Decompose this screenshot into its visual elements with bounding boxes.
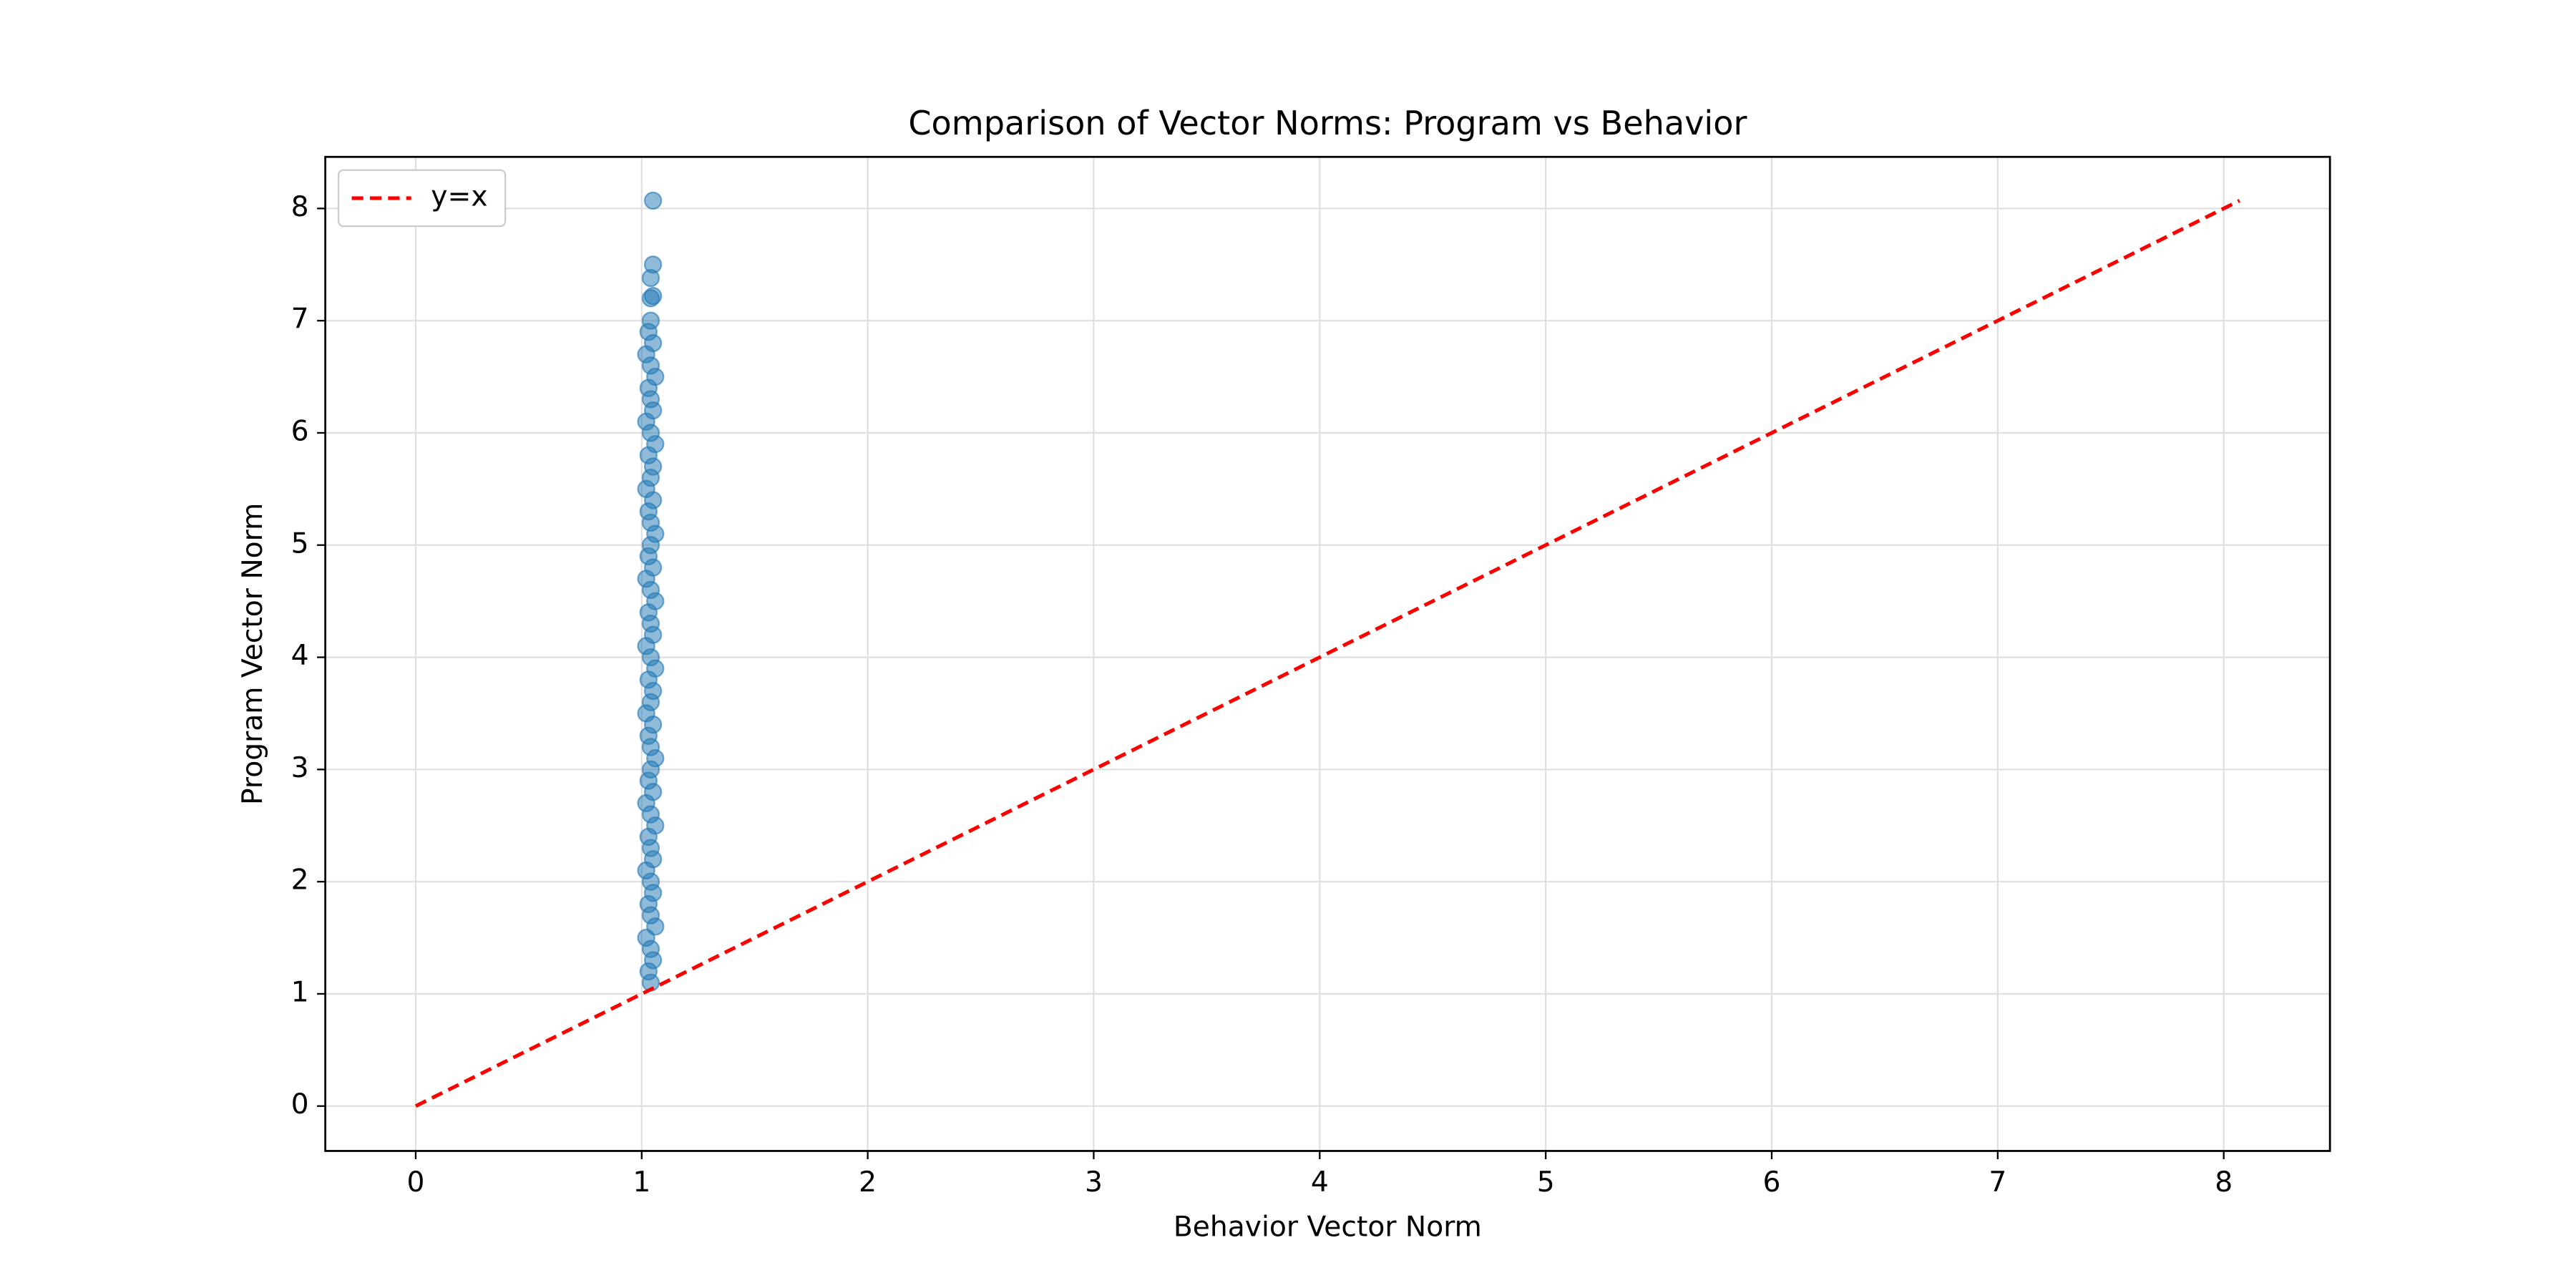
x-tick-label: 0	[406, 1166, 424, 1199]
x-tick-label: 1	[633, 1166, 650, 1199]
x-tick-label: 2	[859, 1166, 877, 1199]
x-tick-label: 3	[1085, 1166, 1103, 1199]
y-tick-label: 4	[291, 640, 309, 672]
scatter-point	[643, 191, 663, 210]
y-tick-label: 3	[291, 752, 309, 784]
y-tick-label: 5	[291, 527, 309, 560]
scatter-point	[643, 286, 663, 306]
legend-label: y=x	[431, 180, 487, 213]
x-tick-label: 8	[2215, 1166, 2233, 1199]
x-tick-label: 7	[1989, 1166, 2006, 1199]
plot-frame	[324, 155, 2331, 1152]
legend-box	[337, 169, 507, 228]
x-axis-label: Behavior Vector Norm	[1174, 1211, 1482, 1243]
x-tick-label: 6	[1763, 1166, 1781, 1199]
y-tick-label: 1	[291, 976, 309, 1008]
y-tick-label: 6	[291, 415, 309, 447]
y-tick-label: 7	[291, 303, 309, 336]
scatter-point	[643, 255, 663, 274]
scatter-point	[641, 311, 660, 330]
x-tick-label: 4	[1311, 1166, 1329, 1199]
chart-title: Comparison of Vector Norms: Program vs B…	[908, 104, 1747, 142]
y-tick-label: 0	[291, 1088, 309, 1121]
x-tick-label: 5	[1537, 1166, 1555, 1199]
y-tick-label: 8	[291, 191, 309, 223]
line-series	[414, 199, 2240, 1108]
y-axis-label: Program Vector Norm	[237, 503, 269, 805]
y-tick-label: 2	[291, 864, 309, 897]
